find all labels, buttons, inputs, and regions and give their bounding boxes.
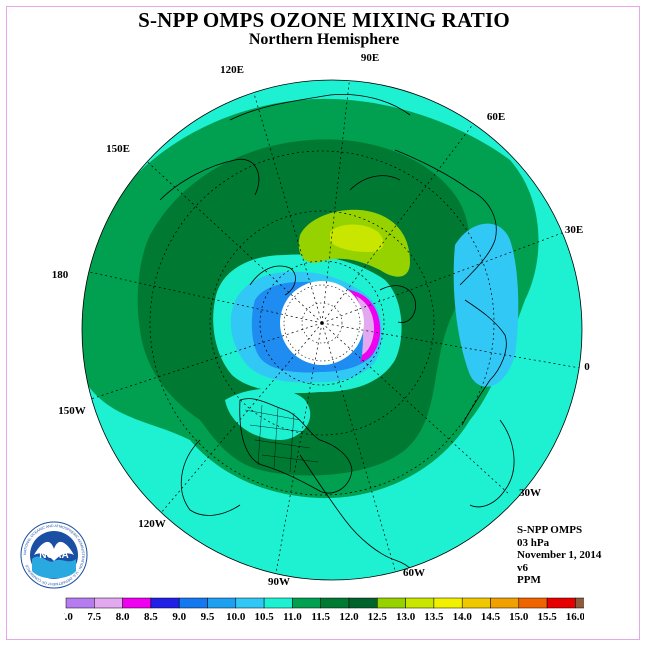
color-scale-label: 11.0 [283, 611, 302, 623]
color-scale-label: 16.0 [566, 611, 584, 623]
map-border [81, 79, 583, 581]
color-scale-swatches [65, 597, 584, 609]
color-swatch [207, 597, 237, 609]
color-swatch [348, 597, 378, 609]
color-swatch [94, 597, 123, 609]
contour-fill-7-5 [356, 296, 374, 355]
color-swatch [292, 597, 321, 609]
latitude-circles [149, 150, 495, 496]
info-instrument: S-NPP OMPS [517, 524, 583, 536]
info-pressure-level: 03 hPa [517, 536, 550, 549]
lon-label-120e: 120E [220, 64, 244, 76]
color-scale-label: 12.0 [339, 611, 359, 623]
color-swatch [490, 597, 520, 609]
color-scale-label: 14.0 [453, 611, 473, 623]
contour-fill-east-blob [453, 223, 519, 387]
color-scale-label: 9.5 [201, 611, 215, 623]
pole-grid [283, 284, 361, 362]
lon-label-0: 0 [584, 361, 590, 373]
color-swatch [178, 597, 208, 609]
color-scale-label: 15.0 [509, 611, 529, 623]
color-scale-label: 14.5 [481, 611, 501, 623]
color-scale-label: 11.5 [311, 611, 330, 623]
color-scale-label: 13.0 [396, 611, 416, 623]
lon-label-180: 180 [52, 269, 69, 281]
info-units: PPM [517, 574, 541, 586]
color-scale-label: 7.5 [87, 611, 101, 623]
color-swatch [235, 597, 265, 609]
color-scale-label: 13.5 [424, 611, 444, 623]
coastlines [159, 94, 515, 580]
color-swatch [122, 597, 152, 609]
ozone-contours [82, 80, 582, 580]
color-swatch [263, 597, 293, 609]
color-swatch [320, 597, 350, 609]
state-boundaries [244, 404, 319, 473]
lon-label-150w: 150W [58, 405, 86, 417]
color-scale-label: 10.0 [226, 611, 246, 623]
product-info: S-NPP OMPS 03 hPa November 1, 2014 v6 PP… [517, 524, 601, 587]
contour-fill-12-0 [330, 224, 384, 252]
lon-label-60e: 60E [487, 111, 505, 123]
color-scale-label: 10.5 [254, 611, 274, 623]
color-scale-label: 8.5 [144, 611, 158, 623]
color-swatch [575, 597, 584, 609]
lon-label-30w: 30W [519, 487, 541, 499]
color-swatch [150, 597, 180, 609]
info-version: v6 [517, 561, 528, 574]
color-scale-label: 8.0 [116, 611, 130, 623]
noaa-logo-text: NOAA [39, 550, 68, 561]
lon-label-60w: 60W [403, 567, 425, 579]
color-scale-label: 12.5 [368, 611, 388, 623]
color-swatch [65, 597, 95, 609]
color-scale-label: 9.0 [172, 611, 186, 623]
noaa-logo: NOAA NATIONAL OCEANIC AND ATMOSPHERIC AD… [20, 521, 88, 589]
lon-label-90w: 90W [268, 576, 290, 588]
figure-title: S-NPP OMPS OZONE MIXING RATIO [138, 8, 510, 32]
color-swatch [405, 597, 435, 609]
lon-label-120w: 120W [138, 518, 166, 530]
meridian-lines [82, 80, 581, 579]
info-date: November 1, 2014 [517, 549, 602, 561]
lon-label-150e: 150E [106, 143, 130, 155]
color-swatch [433, 597, 463, 609]
lon-label-90e: 90E [361, 52, 379, 64]
color-scale: 7.0 7.5 8.0 8.5 9.0 9.5 10.0 10.5 11.0 11.5 12.0 12… [64, 597, 584, 623]
color-swatch [377, 597, 406, 609]
color-scale-label: 7.0 [64, 611, 73, 623]
lon-label-30e: 30E [565, 224, 583, 236]
figure-subtitle: Northern Hemisphere [248, 31, 400, 48]
color-swatch [518, 597, 548, 609]
contour-fill-sw-blob [225, 388, 311, 440]
color-scale-labels: 7.0 7.5 8.0 8.5 9.0 9.5 10.0 10.5 11.0 11.5 12.0 12… [64, 611, 584, 623]
color-scale-label: 15.5 [537, 611, 557, 623]
contour-fill-8-0 [348, 290, 381, 362]
color-swatch [461, 597, 491, 609]
color-swatch [546, 597, 576, 609]
